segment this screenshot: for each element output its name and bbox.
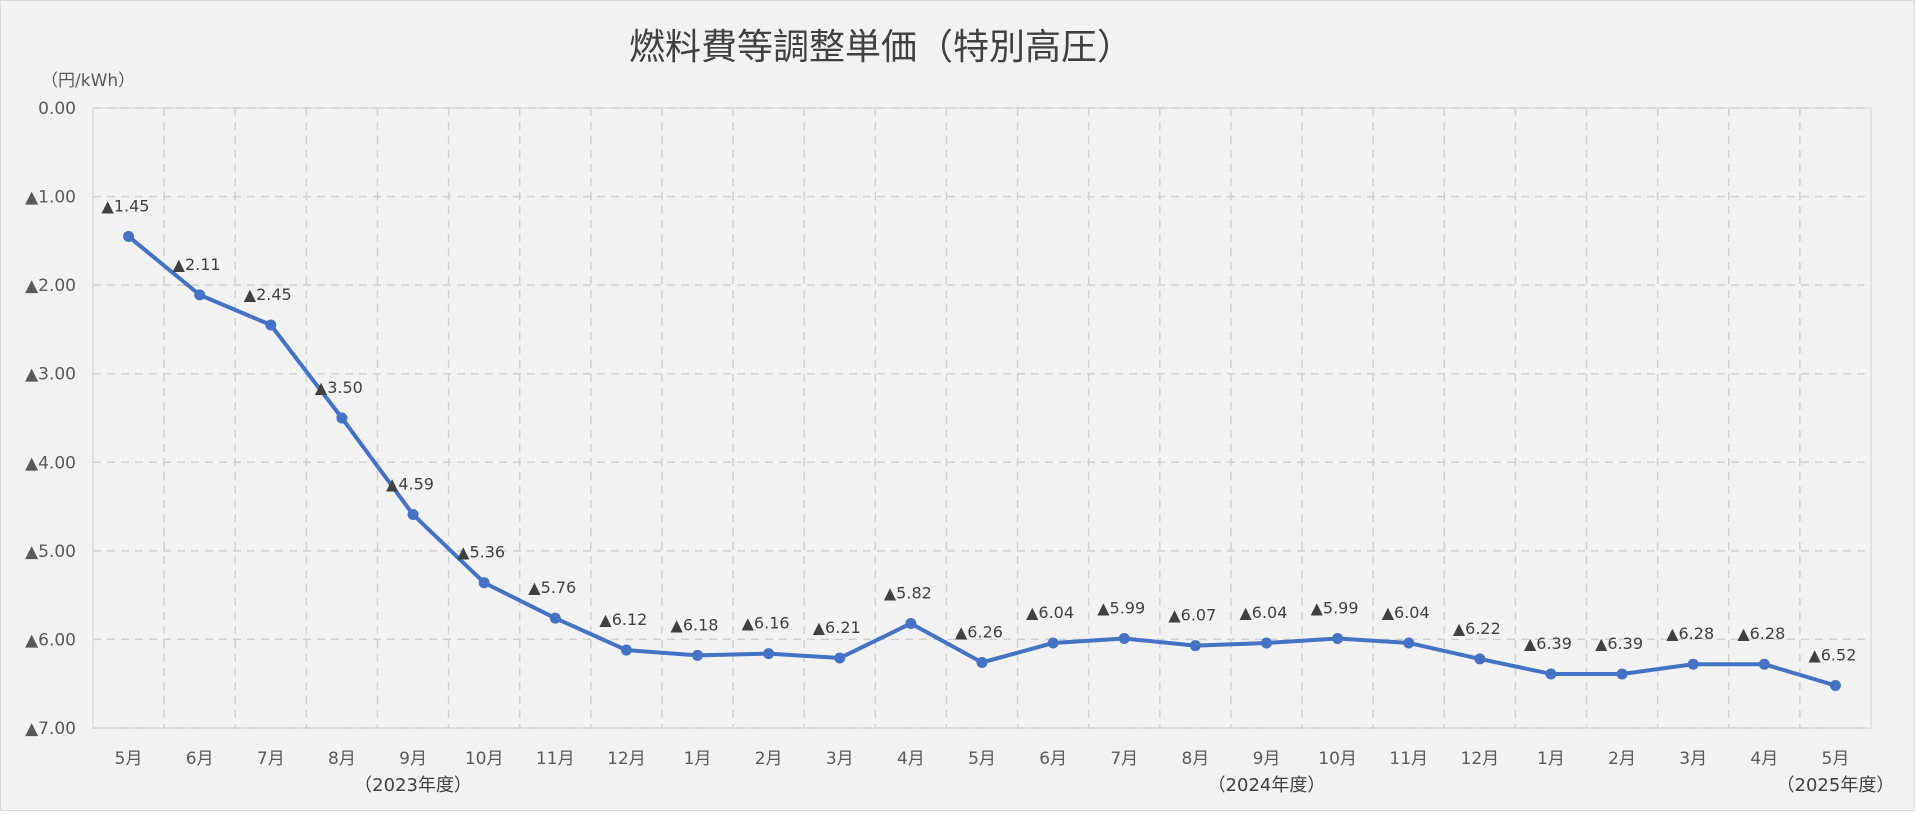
x-tick-label: 4月 (1750, 749, 1778, 769)
data-points (123, 230, 1841, 691)
y-axis-unit: （円/kWh） (41, 71, 135, 91)
data-label: ▲6.39 (1524, 634, 1572, 653)
fiscal-year-labels: （2023年度） （2024年度） （2025年度） (354, 775, 1894, 796)
y-tick-label: 0.00 (38, 99, 76, 119)
data-point (478, 577, 490, 589)
data-point (1829, 679, 1841, 691)
data-point (1616, 668, 1628, 680)
data-point (834, 652, 846, 664)
data-label: ▲6.04 (1239, 603, 1287, 622)
x-tick-label: 9月 (399, 749, 427, 769)
data-label: ▲3.50 (315, 378, 363, 397)
data-label: ▲6.26 (955, 622, 1003, 641)
x-tick-label: 7月 (1110, 749, 1138, 769)
data-label: ▲1.45 (102, 196, 150, 215)
x-tick-label: 3月 (1679, 749, 1707, 769)
data-label: ▲2.11 (173, 255, 221, 274)
series-lines (127, 234, 1837, 688)
x-tick-label: 1月 (684, 749, 712, 769)
x-tick-label: 9月 (1253, 749, 1281, 769)
x-axis: 5月 6月 7月 8月 9月 10月 11月 12月 1月 2月 3月 4月 5月 6月 7月 8月 9月 10月… (115, 749, 1850, 769)
data-label: ▲2.45 (244, 285, 292, 304)
data-point (549, 612, 561, 624)
x-tick-label: 10月 (465, 749, 504, 769)
x-tick-label: 11月 (1389, 749, 1428, 769)
y-tick-label: ▲7.00 (25, 719, 76, 739)
data-point (1332, 633, 1344, 645)
x-tick-label: 7月 (257, 749, 285, 769)
y-tick-label: ▲2.00 (25, 276, 76, 296)
data-label: ▲6.18 (671, 615, 719, 634)
data-label: ▲6.28 (1737, 624, 1785, 643)
x-tick-label: 5月 (968, 749, 996, 769)
x-tick-label: 12月 (607, 749, 646, 769)
data-label: ▲6.04 (1026, 603, 1074, 622)
x-tick-label: 6月 (186, 749, 214, 769)
data-point (194, 289, 206, 301)
data-label: ▲5.99 (1097, 599, 1145, 618)
x-tick-label: 8月 (1181, 749, 1209, 769)
plot-border (92, 107, 1872, 729)
data-point (1118, 633, 1130, 645)
data-label: ▲6.28 (1666, 624, 1714, 643)
x-tick-label: 3月 (826, 749, 854, 769)
x-tick-label: 1月 (1537, 749, 1565, 769)
data-label: ▲6.07 (1168, 606, 1216, 625)
data-point (1758, 658, 1770, 670)
data-point (123, 230, 135, 242)
fiscal-year-label: （2025年度） (1777, 775, 1895, 796)
x-tick-label: 5月 (1822, 749, 1850, 769)
x-tick-label: 8月 (328, 749, 356, 769)
data-point (1403, 637, 1415, 649)
data-point (1474, 653, 1486, 665)
data-label: ▲6.21 (813, 618, 861, 637)
data-label: ▲4.59 (386, 475, 434, 494)
x-tick-label: 12月 (1461, 749, 1500, 769)
y-tick-label: ▲5.00 (25, 542, 76, 562)
x-tick-label: 6月 (1039, 749, 1067, 769)
data-point (336, 412, 348, 424)
x-tick-label: 2月 (755, 749, 783, 769)
data-labels: ▲1.45 ▲2.11 ▲2.45 ▲3.50 ▲4.59 ▲5.36 ▲5.76 ▲6.12… (102, 196, 1857, 664)
data-point (1189, 640, 1201, 652)
data-point (905, 617, 917, 629)
data-point (1545, 668, 1557, 680)
y-tick-label: ▲3.00 (25, 365, 76, 385)
data-label: ▲5.82 (884, 583, 932, 602)
fiscal-year-label: （2024年度） (1208, 775, 1326, 796)
data-point (265, 319, 277, 331)
chart-title: 燃料費等調整単価（特別高圧） (629, 27, 1133, 68)
data-label: ▲5.36 (457, 543, 505, 562)
data-point (692, 649, 704, 661)
data-point (1047, 637, 1059, 649)
x-tick-label: 11月 (536, 749, 575, 769)
y-tick-label: ▲4.00 (25, 453, 76, 473)
data-point (976, 656, 988, 668)
data-label: ▲6.22 (1453, 619, 1501, 638)
y-tick-label: ▲1.00 (25, 188, 76, 208)
data-point (407, 509, 419, 521)
data-point (1687, 658, 1699, 670)
data-label: ▲6.52 (1808, 645, 1856, 664)
y-axis: 0.00 ▲1.00 ▲2.00 ▲3.00 ▲4.00 ▲5.00 ▲6.00 ▲7.00 (25, 99, 76, 739)
x-tick-label: 10月 (1318, 749, 1357, 769)
data-label: ▲6.16 (742, 614, 790, 633)
data-label: ▲5.99 (1311, 599, 1359, 618)
data-label: ▲6.12 (599, 610, 647, 629)
fiscal-year-label: （2023年度） (354, 775, 472, 796)
data-label: ▲6.04 (1382, 603, 1430, 622)
x-tick-label: 2月 (1608, 749, 1636, 769)
y-tick-label: ▲6.00 (25, 630, 76, 650)
data-label: ▲5.76 (528, 578, 576, 597)
data-point (763, 648, 775, 660)
data-point (620, 644, 632, 656)
data-label: ▲6.39 (1595, 634, 1643, 653)
x-tick-label: 4月 (897, 749, 925, 769)
series-line (127, 234, 1837, 688)
data-point (1260, 637, 1272, 649)
x-tick-label: 5月 (115, 749, 143, 769)
